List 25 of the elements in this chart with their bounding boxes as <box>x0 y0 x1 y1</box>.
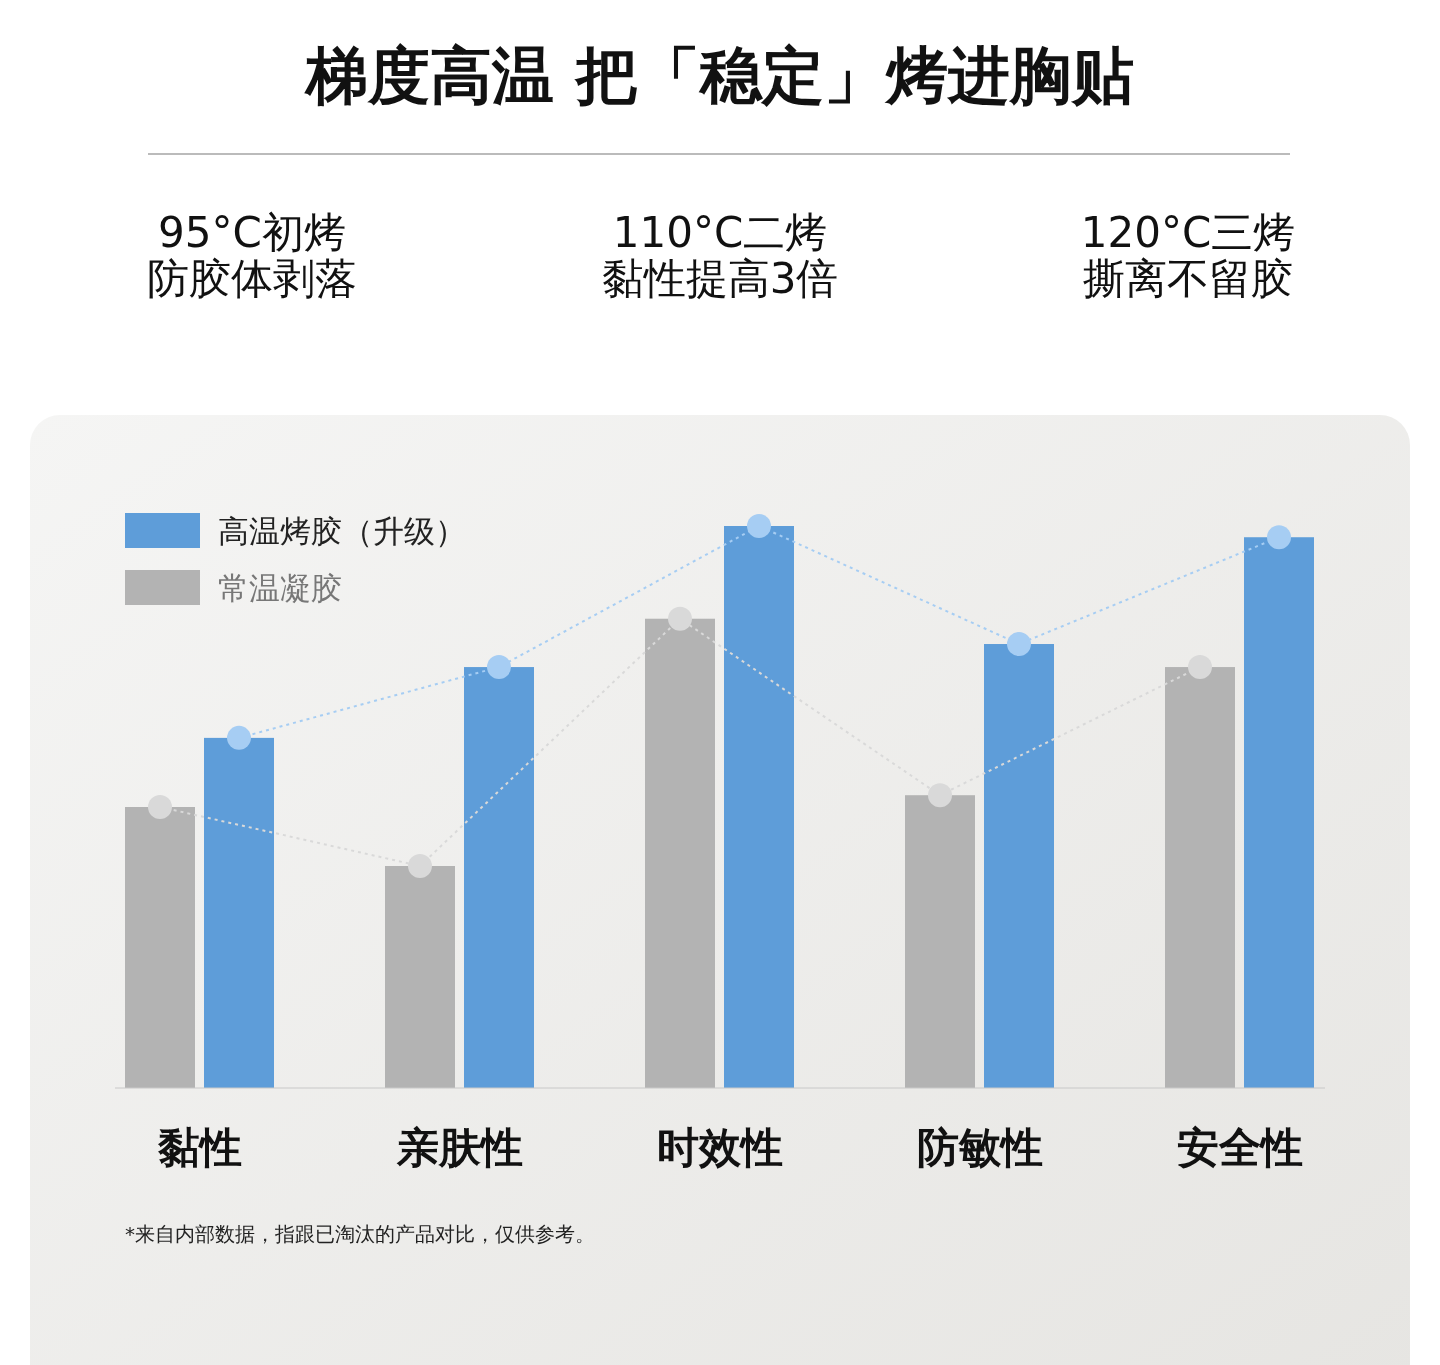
bar <box>204 737 274 1088</box>
text: 110°C二烤 <box>612 208 828 257</box>
bar <box>645 618 715 1088</box>
x-tick-label: 时效性 <box>656 1123 783 1172</box>
bar <box>125 807 195 1088</box>
x-tick-label: 防敏性 <box>916 1123 1043 1172</box>
text: 撕离不留胶 <box>1083 254 1293 303</box>
legend-label: 常温凝胶 <box>218 570 342 606</box>
bar <box>385 866 455 1088</box>
text: 黏性提高3倍 <box>601 254 839 303</box>
bar <box>905 795 975 1088</box>
bar <box>1165 667 1235 1088</box>
x-tick-label: 安全性 <box>1176 1123 1303 1172</box>
bar <box>724 526 794 1088</box>
text: 120°C三烤 <box>1080 208 1296 257</box>
legend-label: 高温烤胶（升级） <box>218 513 466 549</box>
chart-title: 梯度高温 把「稳定」烤进胸贴 <box>304 39 1134 112</box>
text: 防胶体剥落 <box>147 254 357 303</box>
x-tick-label: 黏性 <box>156 1123 242 1172</box>
x-tick-label: 亲肤性 <box>395 1123 523 1172</box>
bar <box>464 667 534 1088</box>
text: *来自内部数据，指跟已淘汰的产品对比，仅供参考。 <box>125 1222 595 1246</box>
bar <box>1244 537 1314 1088</box>
text: 95°C初烤 <box>158 208 346 257</box>
bar <box>984 644 1054 1088</box>
